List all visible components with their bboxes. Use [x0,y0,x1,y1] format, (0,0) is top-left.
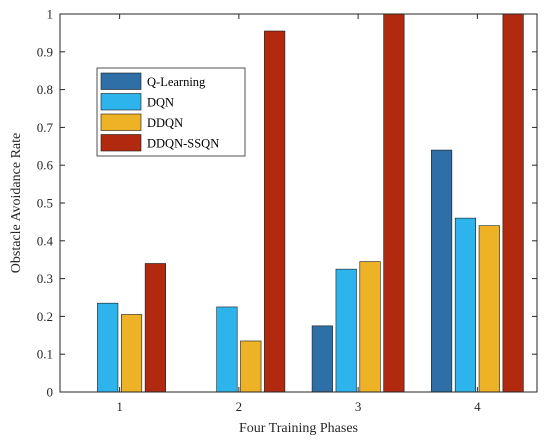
y-tick-label: 0.7 [37,120,54,135]
x-tick-label: 3 [355,399,362,414]
legend-label: DDQN [147,116,183,130]
bar-dqn-phase-2 [216,306,238,393]
legend-swatch [100,72,142,90]
legend-swatch [100,113,142,131]
y-tick-label: 0 [47,385,54,400]
y-tick-label: 0.8 [37,82,53,97]
bar-ddqn-ssqn-phase-2 [264,30,286,393]
y-tick-label: 0.1 [37,347,53,362]
legend-swatch [100,93,142,111]
legend: Q-Learning DQN DDQN DDQN-SSQN [96,67,246,157]
x-tick-label: 1 [116,399,123,414]
bar-dqn-phase-4 [454,217,477,393]
bar-ddqn-phase-1 [120,314,143,393]
bar-dqn-phase-3 [335,268,357,393]
y-tick-label: 0.9 [37,44,53,59]
axes-group: 0 0.1 0.2 0.3 0.4 0.5 0.6 0.7 0.8 0.9 1 1 2 3 4 [37,7,538,414]
bar-ddqn-phase-4 [478,225,500,393]
x-tick-label: 4 [474,399,481,414]
bar-q-learning-phase-3 [311,325,333,393]
y-tick-label: 1 [47,7,54,22]
bar-ddqn-ssqn-phase-3 [383,13,405,393]
bar-ddqn-ssqn-phase-1 [144,263,166,393]
bar-ddqn-phase-2 [240,340,262,393]
y-tick-label: 0.6 [37,158,54,173]
legend-label: Q-Learning [147,75,206,89]
y-tick-label: 0.2 [37,309,53,324]
bar-q-learning-phase-4 [431,149,453,393]
x-axis-label: Four Training Phases [239,421,358,436]
legend-label: DDQN-SSQN [147,136,219,150]
bar-dqn-phase-1 [97,302,119,393]
bar-ddqn-ssqn-phase-4 [502,13,524,393]
y-tick-label: 0.4 [37,233,54,248]
y-tick-label: 0.5 [37,196,53,211]
y-tick-label: 0.3 [37,271,53,286]
y-axis-label: Obstacle Avoidance Rate [9,133,24,273]
legend-swatch [100,134,142,152]
x-tick-label: 2 [236,399,243,414]
bars-group [97,13,524,393]
legend-label: DQN [147,95,174,109]
bar-ddqn-phase-3 [359,261,381,393]
